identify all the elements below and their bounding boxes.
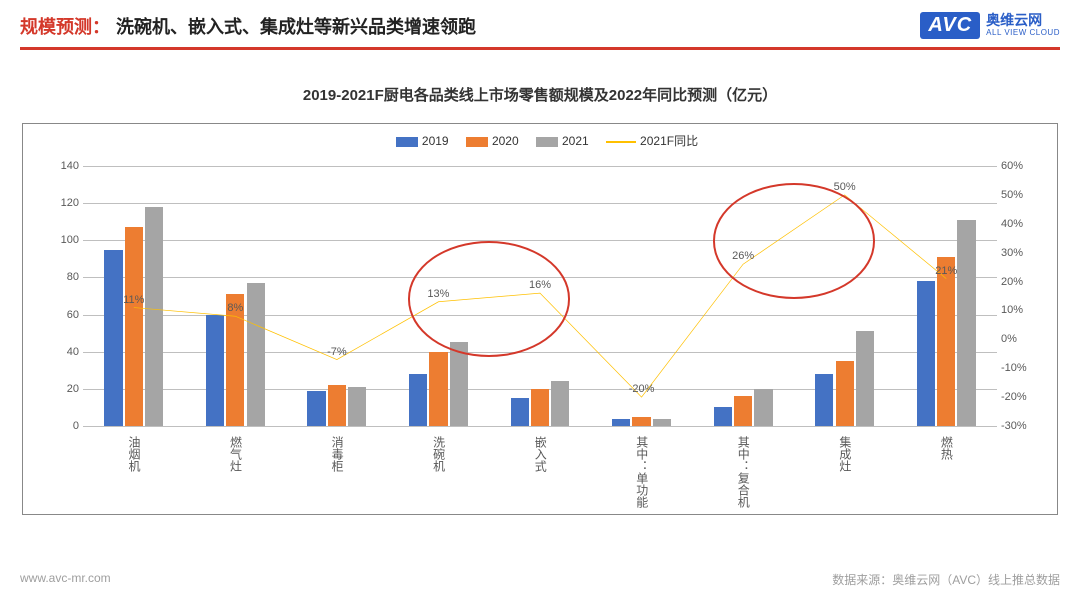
footer-url: www.avc-mr.com	[20, 571, 111, 588]
logo-abbr: AVC	[920, 12, 980, 39]
y-right-label: 30%	[1001, 247, 1037, 259]
title-prefix: 规模预测：	[20, 13, 110, 39]
y-right-label: -20%	[1001, 391, 1037, 403]
footer: www.avc-mr.com 数据来源：奥维云网（AVC）线上推总数据	[20, 571, 1060, 588]
y-left-label: 120	[49, 197, 79, 209]
category-label: 燃气灶	[228, 436, 241, 472]
category-label: 其中：单功能	[635, 436, 648, 508]
y-right-label: 50%	[1001, 189, 1037, 201]
y-right-label: -10%	[1001, 362, 1037, 374]
legend-line-yoy	[606, 141, 636, 143]
y-right-label: 20%	[1001, 276, 1037, 288]
yoy-data-label: 8%	[227, 302, 243, 314]
title-main: 洗碗机、嵌入式、集成灶等新兴品类增速领跑	[116, 13, 476, 39]
y-left-label: 40	[49, 346, 79, 358]
y-left-label: 80	[49, 271, 79, 283]
chart-area: 2019 2020 2021 2021F同比 02040608010012014…	[22, 123, 1058, 515]
y-left-label: 140	[49, 160, 79, 172]
y-left-label: 20	[49, 383, 79, 395]
y-right-label: 60%	[1001, 160, 1037, 172]
category-label: 油烟机	[127, 436, 140, 472]
header: 规模预测： 洗碗机、嵌入式、集成灶等新兴品类增速领跑 AVC 奥维云网 ALL …	[0, 0, 1080, 39]
category-label: 其中：复合机	[736, 436, 749, 508]
category-label: 燃热	[939, 436, 952, 460]
category-label: 集成灶	[838, 436, 851, 472]
legend-swatch-2020	[466, 137, 488, 147]
chart-title: 2019-2021F厨电各品类线上市场零售额规模及2022年同比预测（亿元）	[0, 84, 1080, 105]
category-label: 消毒柜	[330, 436, 343, 472]
plot: 020406080100120140-30%-20%-10%0%10%20%30…	[83, 166, 997, 426]
y-right-label: 0%	[1001, 333, 1037, 345]
legend-label-yoy: 2021F同比	[640, 134, 698, 148]
logo-cn: 奥维云网	[986, 13, 1060, 28]
y-left-label: 100	[49, 234, 79, 246]
legend-swatch-2021	[536, 137, 558, 147]
yoy-data-label: -7%	[327, 346, 347, 358]
legend-swatch-2019	[396, 137, 418, 147]
y-right-label: -30%	[1001, 420, 1037, 432]
logo: AVC 奥维云网 ALL VIEW CLOUD	[920, 12, 1060, 39]
y-right-label: 40%	[1001, 218, 1037, 230]
category-label: 洗碗机	[431, 436, 444, 472]
logo-en: ALL VIEW CLOUD	[986, 29, 1060, 38]
y-left-label: 0	[49, 420, 79, 432]
legend: 2019 2020 2021 2021F同比	[23, 132, 1057, 149]
legend-label-2019: 2019	[422, 134, 449, 148]
header-divider	[20, 47, 1060, 50]
legend-label-2020: 2020	[492, 134, 519, 148]
yoy-data-label: -20%	[629, 383, 655, 395]
legend-label-2021: 2021	[562, 134, 589, 148]
footer-source: 数据来源：奥维云网（AVC）线上推总数据	[832, 571, 1060, 588]
highlight-ellipse	[713, 183, 875, 299]
grid-line	[83, 426, 997, 427]
yoy-data-label: 21%	[935, 265, 957, 277]
highlight-ellipse	[408, 241, 570, 357]
category-label: 嵌入式	[533, 436, 546, 472]
y-left-label: 60	[49, 309, 79, 321]
yoy-data-label: 11%	[123, 294, 144, 306]
page-title: 规模预测： 洗碗机、嵌入式、集成灶等新兴品类增速领跑	[20, 13, 476, 39]
y-right-label: 10%	[1001, 304, 1037, 316]
